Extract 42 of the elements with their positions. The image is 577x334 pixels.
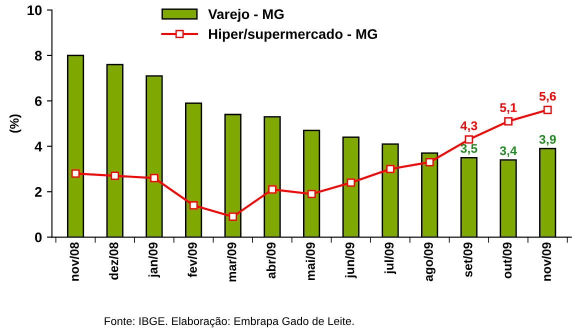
- x-tick-label: dez/08: [109, 242, 118, 280]
- data-label: 3,9: [539, 134, 556, 146]
- x-tick-label: mar/09: [227, 242, 236, 282]
- y-axis-title: (%): [10, 114, 22, 133]
- point: [504, 117, 512, 126]
- y-tick-label: 4: [34, 142, 42, 152]
- point: [464, 135, 474, 144]
- x-tick-label: mai/09: [306, 242, 316, 280]
- point: [189, 201, 198, 210]
- point: [307, 190, 316, 198]
- legend-label: Hiper/supermercado - MG: [208, 28, 377, 42]
- point: [110, 172, 120, 180]
- point: [543, 106, 552, 114]
- data-label: 3,5: [460, 144, 478, 155]
- x-tick-label: jan/09: [148, 242, 160, 278]
- legend-label: Varejo - MG: [208, 8, 284, 22]
- point: [346, 178, 356, 187]
- y-tick-label: 8: [34, 50, 42, 61]
- point: [71, 169, 80, 178]
- y-tick-label: 10: [28, 5, 42, 16]
- point: [386, 164, 394, 174]
- data-label: 5,6: [539, 92, 556, 102]
- x-tick-label: jul/09: [384, 242, 396, 274]
- x-tick-label: nov/08: [70, 242, 80, 281]
- point: [150, 174, 158, 182]
- x-tick-label: abr/09: [266, 242, 276, 278]
- source-note: Fonte: IBGE. Elaboração: Embrapa Gado de Leite.: [104, 316, 354, 328]
- x-tick-label: nov/09: [542, 242, 552, 281]
- point: [268, 185, 276, 194]
- point: [425, 158, 434, 166]
- data-label: 4,3: [460, 121, 478, 132]
- point: [228, 212, 238, 221]
- y-tick-label: 0: [35, 232, 42, 242]
- y-tick-label: 6: [34, 96, 42, 106]
- data-label: 5,1: [500, 103, 517, 114]
- x-tick-label: ago/09: [424, 242, 436, 282]
- x-tick-label: fev/09: [188, 242, 198, 278]
- data-label: 3,4: [500, 146, 517, 157]
- x-tick-label: out/09: [502, 242, 512, 278]
- x-tick-label: jun/09: [345, 242, 357, 278]
- y-tick-label: 2: [34, 187, 42, 197]
- x-tick-label: set/09: [463, 242, 472, 277]
